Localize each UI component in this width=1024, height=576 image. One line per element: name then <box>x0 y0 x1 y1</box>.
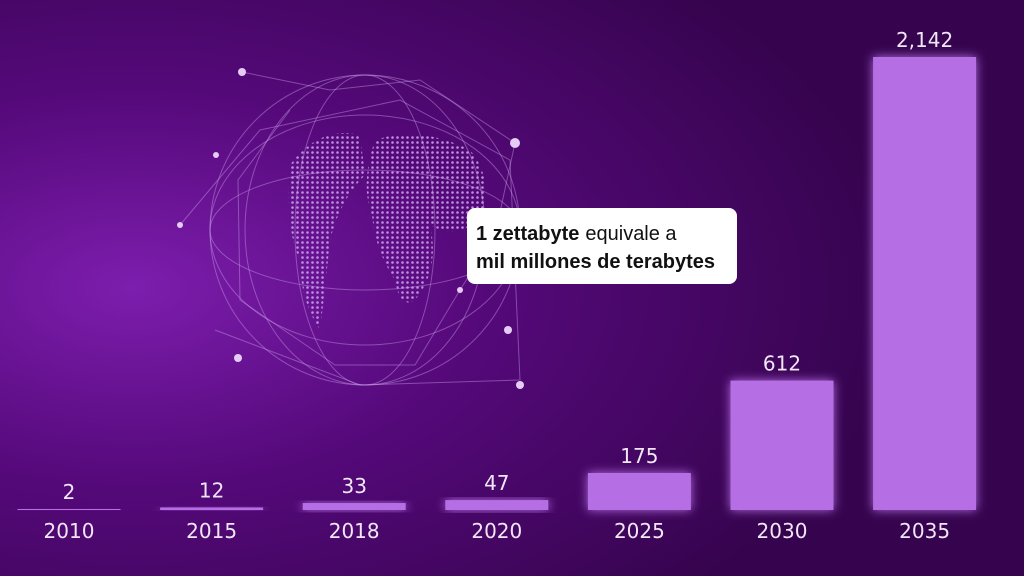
globe-illustration <box>177 68 524 389</box>
annotation-bold: 1 zettabyte <box>476 223 579 245</box>
value-label: 2 <box>63 480 76 504</box>
annotation-text: equivale a <box>585 223 677 245</box>
x-tick-label: 2010 <box>44 519 95 543</box>
bar <box>730 380 834 510</box>
value-label: 33 <box>341 474 366 498</box>
x-tick-label: 2035 <box>899 519 950 543</box>
value-label: 175 <box>620 444 658 468</box>
value-label: 12 <box>199 478 224 502</box>
bar <box>873 57 977 510</box>
annotation: 1 zettabyte equivale a mil millones de te… <box>467 208 737 284</box>
x-tick-label: 2018 <box>329 519 380 543</box>
bar <box>160 507 264 510</box>
x-tick-label: 2015 <box>186 519 237 543</box>
bar <box>302 503 406 510</box>
bar <box>17 509 121 510</box>
annotation-line-1: 1 zettabyte equivale a <box>476 223 677 245</box>
x-tick-label: 2030 <box>757 519 808 543</box>
value-label: 2,142 <box>896 28 953 52</box>
annotation-line-2: mil millones de terabytes <box>476 251 715 273</box>
x-tick-label: 2020 <box>471 519 522 543</box>
bar <box>445 500 549 510</box>
bars: 2 2010 12 2015 33 2018 47 2020 175 2025 612 2030 2,1… <box>17 28 977 543</box>
bar <box>587 472 691 510</box>
value-label: 47 <box>484 471 509 495</box>
annotation-box <box>467 208 737 284</box>
x-tick-label: 2025 <box>614 519 665 543</box>
value-label: 612 <box>763 352 801 376</box>
